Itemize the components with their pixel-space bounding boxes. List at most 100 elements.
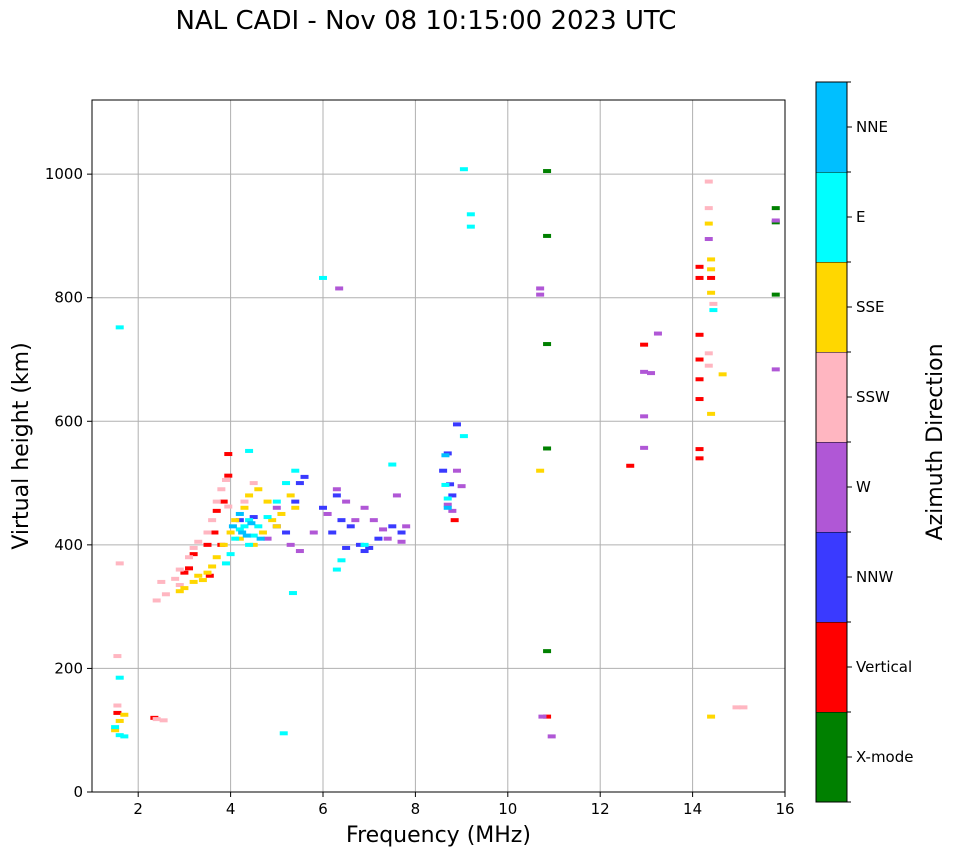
data-point-nnw — [332, 493, 341, 498]
colorbar-tick-label: Vertical — [856, 658, 912, 676]
colorbar-swatch-x-mode — [816, 712, 847, 802]
data-point-e — [443, 496, 452, 501]
grid — [92, 100, 786, 793]
data-point-vertical — [203, 542, 212, 547]
data-point-vertical — [224, 473, 233, 478]
colorbar-swatch-nne — [816, 82, 847, 172]
data-point-sse — [277, 511, 286, 516]
data-point-sse — [268, 518, 277, 523]
data-point-e — [245, 518, 254, 523]
colorbar-swatch-e — [816, 172, 847, 262]
y-tick-label: 0 — [73, 783, 83, 801]
data-point-sse — [189, 579, 198, 584]
data-point-vertical — [695, 456, 704, 461]
data-point-vertical — [219, 499, 228, 504]
colorbar-swatch-vertical — [816, 622, 847, 712]
data-point-ssw — [157, 579, 166, 584]
data-point-e — [291, 468, 300, 473]
data-point-nnw — [446, 482, 455, 487]
data-point-w — [771, 218, 780, 223]
data-point-vertical — [707, 275, 716, 280]
chart-title: NAL CADI - Nov 08 10:15:00 2023 UTC — [175, 6, 677, 36]
data-point-w — [263, 536, 272, 541]
data-point-ssw — [152, 598, 161, 603]
data-point-w — [448, 508, 457, 513]
data-point-sse — [194, 573, 203, 578]
data-point-w — [547, 734, 556, 739]
data-point-nnw — [295, 481, 304, 486]
data-point-w — [536, 286, 545, 291]
data-point-nnw — [300, 474, 309, 479]
data-point-sse — [286, 493, 295, 498]
x-tick-label: 4 — [226, 800, 236, 818]
y-tick-label: 600 — [54, 412, 83, 430]
data-point-e — [337, 558, 346, 563]
data-point-nnw — [374, 536, 383, 541]
data-point-w — [653, 331, 662, 336]
data-point-vertical — [695, 332, 704, 337]
data-point-sse — [111, 728, 120, 733]
data-point-w — [272, 505, 281, 510]
data-point-nne — [256, 536, 265, 541]
axis-ticks: 2 4 6 8 10 12 14 16 0 200 400 600 800 1000 — [45, 165, 795, 818]
data-point-nnw — [388, 524, 397, 529]
data-point-ssw — [709, 301, 718, 306]
data-point-x-mode — [771, 206, 780, 211]
data-point-sse — [707, 257, 716, 262]
x-tick-label: 14 — [683, 800, 702, 818]
data-point-ssw — [194, 539, 203, 544]
data-point-ssw — [224, 504, 233, 509]
data-point-sse — [263, 499, 272, 504]
data-point-w — [704, 237, 713, 242]
data-point-x-mode — [543, 233, 552, 238]
colorbar-tick-label: SSW — [856, 388, 890, 406]
colorbar-tick-label: E — [856, 208, 865, 226]
y-tick-label: 200 — [54, 659, 83, 677]
data-point-sse — [245, 493, 254, 498]
plot-frame — [91, 99, 786, 793]
data-point-vertical — [640, 342, 649, 347]
x-tick-label: 8 — [411, 800, 421, 818]
data-point-ssw — [185, 555, 194, 560]
data-point-ssw — [113, 654, 122, 659]
x-tick-label: 2 — [133, 800, 143, 818]
y-axis-label: Virtual height (km) — [9, 342, 34, 549]
data-point-vertical — [212, 508, 221, 513]
data-point-sse — [120, 712, 129, 717]
data-point-nne — [247, 521, 256, 526]
data-point-w — [392, 493, 401, 498]
x-tick-label: 12 — [591, 800, 610, 818]
data-point-x-mode — [543, 342, 552, 347]
data-point-w — [640, 414, 649, 419]
data-point-nnw — [282, 530, 291, 535]
data-point-e — [231, 536, 240, 541]
data-point-sse — [254, 487, 263, 492]
data-point-vertical — [695, 264, 704, 269]
data-point-vertical — [224, 452, 233, 457]
data-point-e — [221, 561, 230, 566]
data-point-nnw — [365, 545, 374, 550]
data-point-sse — [180, 586, 189, 591]
data-point-nne — [443, 505, 452, 510]
data-point-ssw — [704, 363, 713, 368]
data-point-w — [383, 536, 392, 541]
data-point-sse — [198, 578, 207, 583]
data-point-w — [640, 369, 649, 374]
data-point-e — [120, 734, 129, 739]
data-point-w — [323, 511, 332, 516]
data-point-nne — [235, 511, 244, 516]
data-point-ssw — [113, 703, 122, 708]
data-point-ssw — [221, 477, 230, 482]
colorbar-tick-label: W — [856, 478, 871, 496]
data-point-ssw — [152, 717, 161, 722]
data-point-nnw — [319, 505, 327, 510]
data-point-w — [332, 487, 341, 492]
data-point-vertical — [205, 573, 214, 578]
data-point-sse — [707, 714, 716, 719]
data-point-nne — [242, 533, 251, 538]
data-point-sse — [272, 524, 281, 529]
data-point-vertical — [189, 552, 198, 557]
data-point-ssw — [217, 487, 226, 492]
data-point-ssw — [739, 705, 748, 710]
data-point-sse — [208, 564, 217, 569]
